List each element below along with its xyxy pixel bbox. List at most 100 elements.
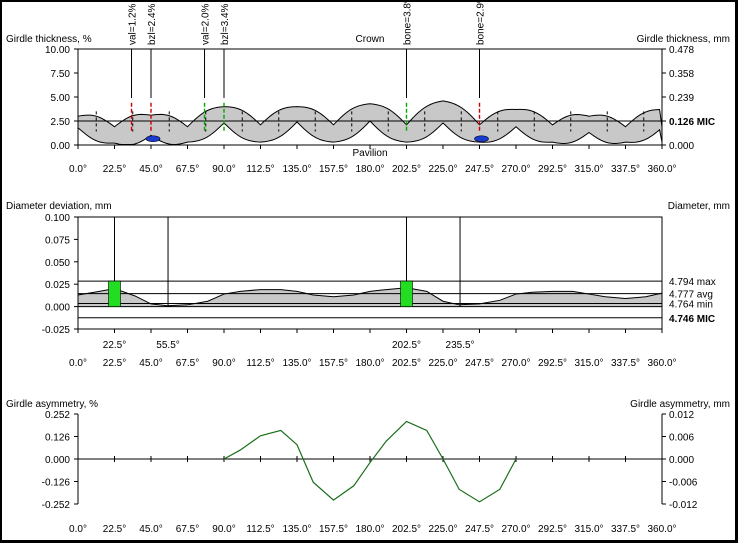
p2-left-tick-label: -0.025 — [42, 325, 71, 336]
p1-right-tick-label: 0.478 — [669, 45, 694, 56]
p3-right-tick-label: 0.006 — [669, 433, 694, 444]
p1-x-tick-label: 180.0° — [355, 164, 384, 175]
p1-x-tick-label: 360.0° — [647, 164, 676, 175]
annotation-label: bone=2.9% — [476, 2, 487, 45]
p3-left-tick-label: -0.126 — [42, 478, 71, 489]
p1-x-tick-label: 315.0° — [574, 164, 603, 175]
p3-x-tick-label: 270.0° — [501, 524, 530, 535]
crown-label: Crown — [356, 34, 385, 45]
annotation-label: bzl=2.4% — [147, 3, 158, 45]
p2-x-tick-label: 22.5° — [103, 358, 126, 369]
p3-right-tick-label: -0.006 — [669, 478, 698, 489]
p2-x-tick-label: 112.5° — [246, 358, 274, 369]
p2-left-tick-label: 0.075 — [45, 235, 70, 246]
girdle-profile-plot: 10.00 0.478 7.50 0.358 5.00 0.239 2.50 0.126 MI… — [45, 0, 715, 175]
p2-plot-frame — [77, 216, 663, 330]
p1-left-tick-label: 2.50 — [51, 117, 71, 128]
p1-x-tick-label: 337.5° — [611, 164, 640, 175]
p3-right-axis-label: Girdle asymmetry, mm — [630, 399, 730, 410]
p1-x-tick-label: 45.0° — [139, 164, 162, 175]
p3-x-tick-label: 0.0° — [69, 524, 87, 535]
annotation-label: bzl=3.4% — [220, 3, 231, 45]
p3-x-tick-label: 202.5° — [392, 524, 421, 535]
annotation-label: bone=3.8% — [403, 2, 414, 45]
p2-x-tick-label: 202.5° — [392, 358, 421, 369]
p2-x-tick-label: 337.5° — [611, 358, 640, 369]
deviation-area — [77, 287, 663, 308]
p2-left-tick-label: 0.000 — [45, 303, 70, 314]
p2-x-tick-label: 135.0° — [282, 358, 311, 369]
p3-x-tick-label: 135.0° — [282, 524, 311, 535]
p1-x-tick-label: 0.0° — [69, 164, 87, 175]
girdle-thickness-panel: Girdle thickness, % Girdle thickness, mm… — [6, 0, 730, 175]
p2-x-tick-label: 90.0° — [212, 358, 235, 369]
p1-right-tick-label: 0.000 — [669, 141, 694, 152]
p1-left-tick-label: 7.50 — [51, 69, 71, 80]
p2-x-tick-label: 247.5° — [465, 358, 494, 369]
p2-right-tick-label: 4.794 max — [669, 277, 716, 288]
p2-right-tick-label: 4.746 MIC — [669, 314, 715, 325]
p1-x-tick-label: 270.0° — [501, 164, 530, 175]
p2-x-tick-label: 315.0° — [574, 358, 603, 369]
p2-left-axis-label: Diameter deviation, mm — [6, 201, 112, 212]
p1-right-axis-label: Girdle thickness, mm — [637, 34, 730, 45]
annotation-label: val=1.2% — [128, 3, 139, 45]
p1-right-tick-label: 0.358 — [669, 69, 694, 80]
girdle-asymmetry-plot: 0.252 0.012 0.126 0.006 0.000 0.000 -0.126 -0.0… — [42, 410, 698, 535]
asymmetry-line — [223, 420, 517, 503]
deviation-marker-label: 202.5° — [392, 340, 421, 351]
p3-left-tick-label: -0.252 — [42, 500, 71, 511]
p2-left-tick-label: 0.100 — [45, 213, 70, 224]
p2-left-tick-label: 0.025 — [45, 280, 70, 291]
p1-left-tick-label: 10.00 — [45, 45, 70, 56]
p3-x-tick-label: 315.0° — [574, 524, 603, 535]
p2-left-tick-label: 0.050 — [45, 258, 70, 269]
p3-x-tick-label: 90.0° — [212, 524, 235, 535]
p1-x-tick-label: 157.5° — [319, 164, 348, 175]
p2-x-tick-label: 270.0° — [501, 358, 530, 369]
p3-x-tick-label: 112.5° — [246, 524, 274, 535]
p1-x-tick-label: 202.5° — [392, 164, 421, 175]
max-deviation-bar — [400, 280, 413, 307]
p1-x-tick-label: 225.0° — [428, 164, 457, 175]
p2-x-tick-label: 180.0° — [355, 358, 384, 369]
p3-x-tick-label: 22.5° — [103, 524, 126, 535]
p3-left-tick-label: 0.252 — [45, 410, 70, 421]
p1-x-tick-label: 90.0° — [212, 164, 235, 175]
annotation-label: val=2.0% — [201, 3, 212, 45]
girdle-band-area — [77, 100, 663, 146]
p1-right-tick-label: 0.126 MIC — [669, 117, 715, 128]
p3-left-axis-label: Girdle asymmetry, % — [6, 399, 98, 410]
bulge-highlight — [474, 135, 489, 143]
deviation-marker-label: 22.5° — [103, 340, 126, 351]
p3-right-tick-label: 0.012 — [669, 410, 694, 421]
p2-x-tick-label: 360.0° — [647, 358, 676, 369]
p2-x-tick-label: 67.5° — [176, 358, 199, 369]
p3-left-tick-label: 0.126 — [45, 433, 70, 444]
p3-x-tick-label: 292.5° — [538, 524, 567, 535]
girdle-asymmetry-panel: Girdle asymmetry, % Girdle asymmetry, mm… — [6, 399, 730, 535]
p3-x-tick-label: 360.0° — [647, 524, 676, 535]
p3-right-tick-label: 0.000 — [669, 455, 694, 466]
p2-x-tick-label: 292.5° — [538, 358, 567, 369]
diameter-deviation-plot: 0.100 0.075 0.050 0.025 0.000 -0.025 4.794 max… — [42, 213, 716, 369]
p3-x-tick-label: 180.0° — [355, 524, 384, 535]
p1-x-tick-label: 112.5° — [246, 164, 274, 175]
p1-x-tick-label: 67.5° — [176, 164, 199, 175]
p3-x-tick-label: 157.5° — [319, 524, 348, 535]
deviation-marker-label: 55.5° — [156, 340, 179, 351]
p3-x-tick-label: 45.0° — [139, 524, 162, 535]
p3-x-tick-label: 247.5° — [465, 524, 494, 535]
p1-left-tick-label: 5.00 — [51, 93, 71, 104]
p2-x-tick-label: 45.0° — [139, 358, 162, 369]
p1-x-tick-label: 247.5° — [465, 164, 494, 175]
p3-x-tick-label: 337.5° — [611, 524, 640, 535]
pavilion-label: Pavilion — [352, 148, 387, 159]
p2-right-tick-label: 4.777 avg — [669, 290, 713, 301]
p1-x-tick-label: 22.5° — [103, 164, 126, 175]
p1-x-tick-label: 135.0° — [282, 164, 311, 175]
p1-x-tick-label: 292.5° — [538, 164, 567, 175]
max-deviation-bar — [108, 280, 121, 307]
